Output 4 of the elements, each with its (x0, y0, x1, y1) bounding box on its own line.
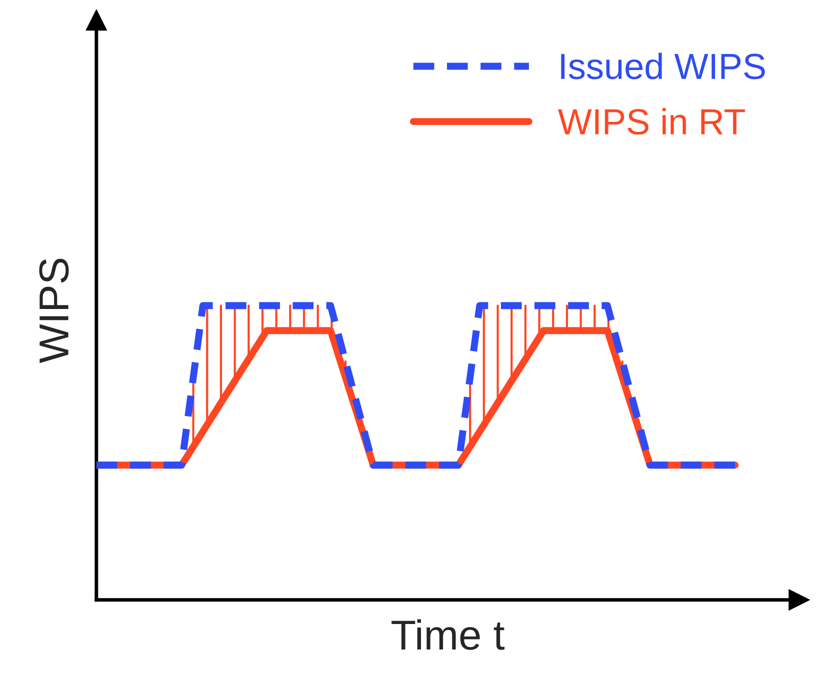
legend-label: Issued WIPS (561, 52, 765, 80)
legend-label: WIPS in RT (558, 108, 745, 135)
x-axis-title: Time t (392, 619, 505, 650)
y-axis-title: WIPS (39, 258, 69, 364)
